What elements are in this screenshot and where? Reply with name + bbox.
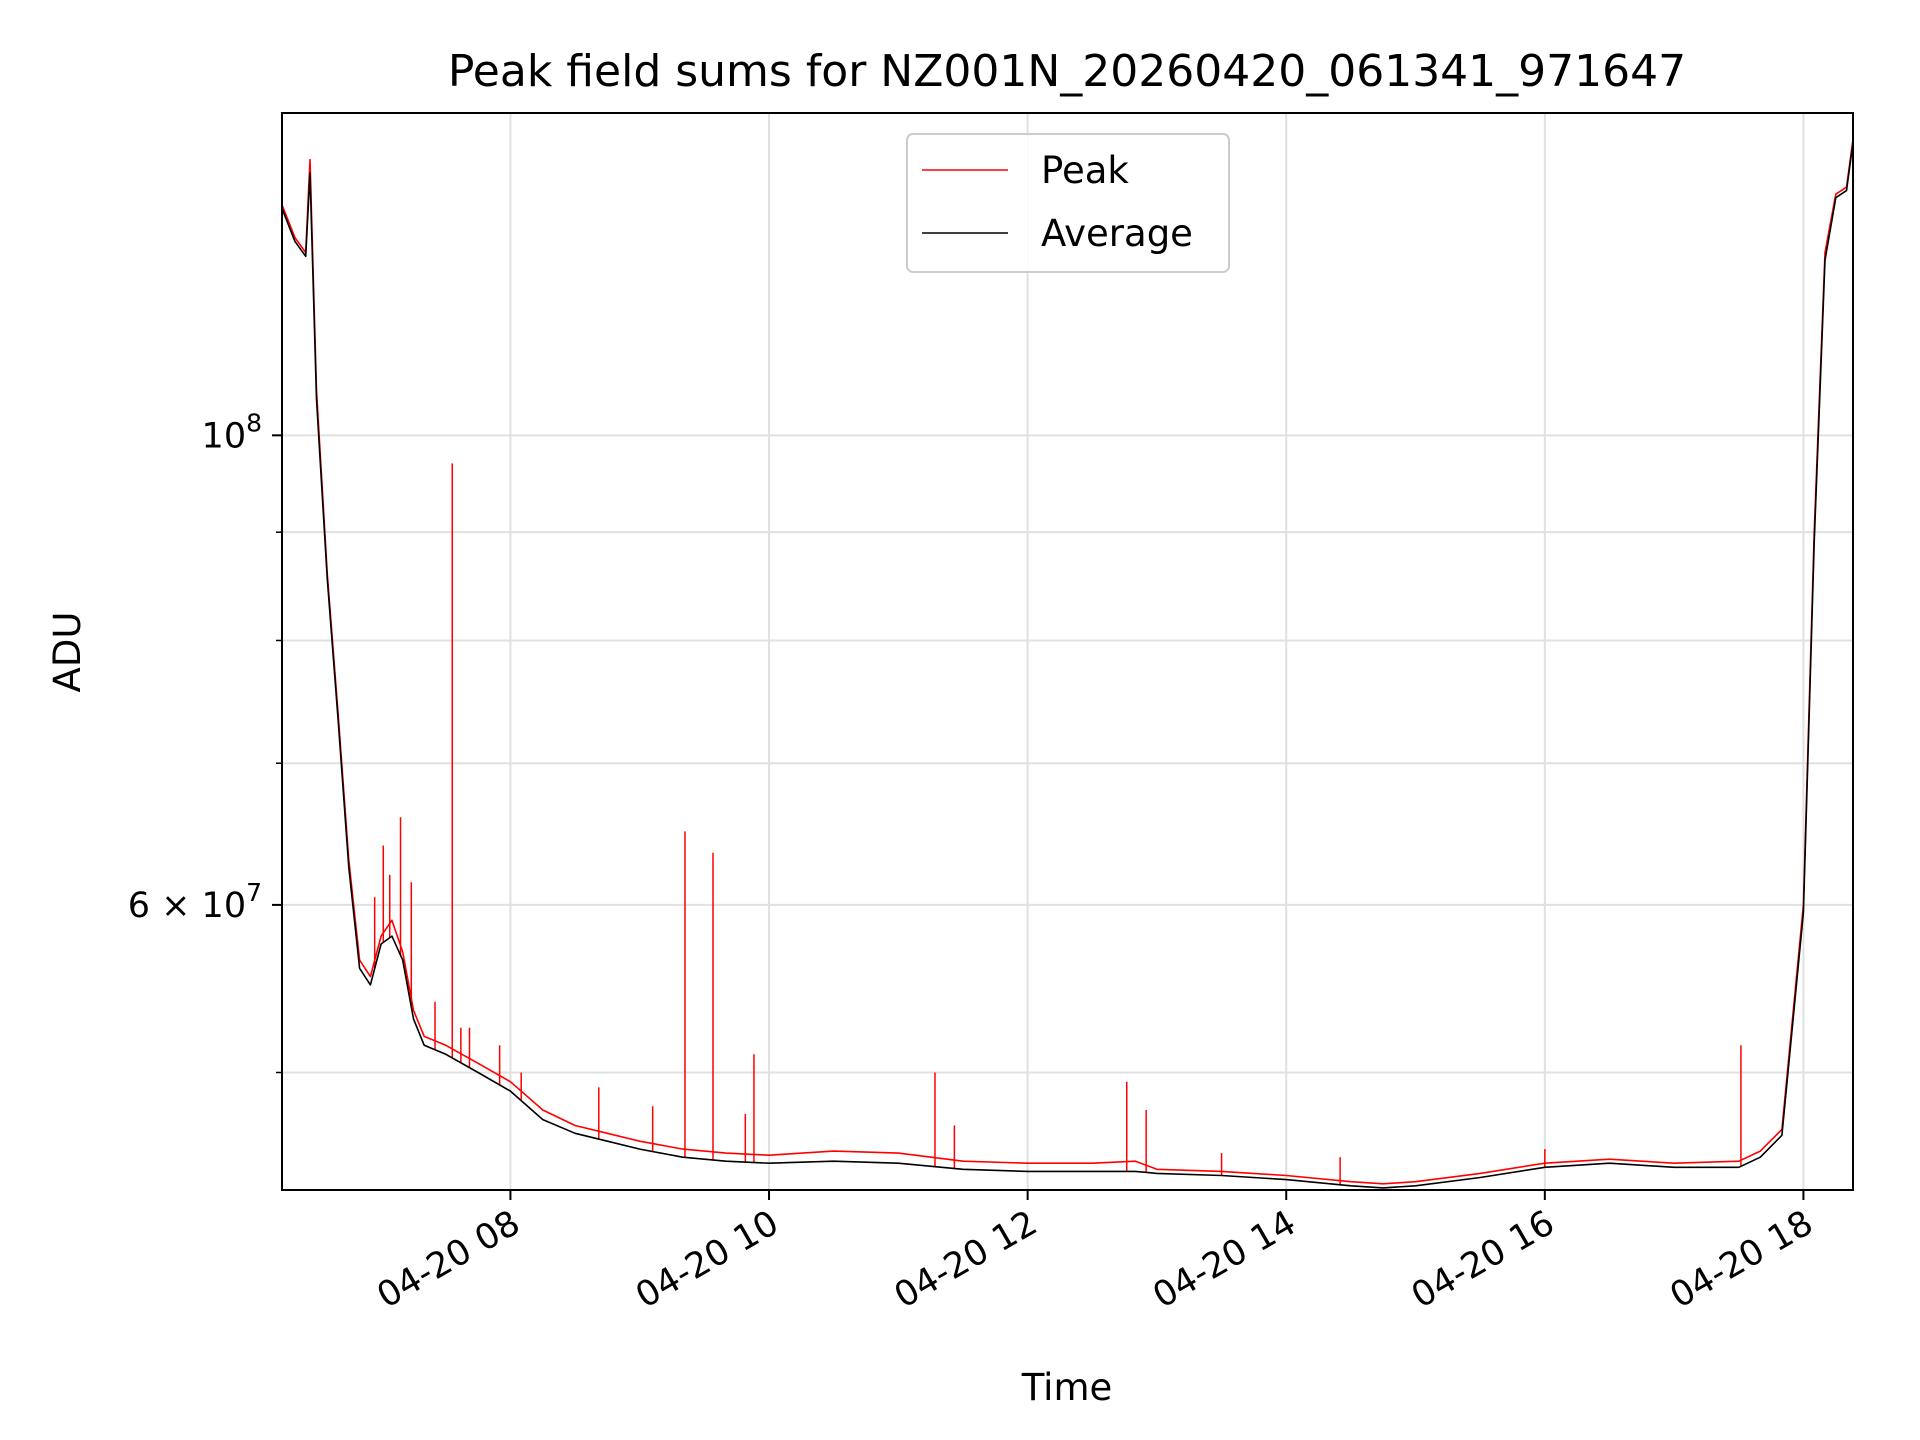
chart-title: Peak field sums for NZ001N_20260420_0613… [448, 46, 1686, 97]
y-tick-label: 6 × 107 [128, 878, 262, 926]
x-axis-title: Time [1021, 1366, 1113, 1409]
y-tick-exponent: 7 [246, 878, 262, 907]
y-axis-title: ADU [46, 612, 89, 693]
plot-frame [281, 112, 1854, 1191]
series-average-line [282, 142, 1853, 1189]
y-tick-base: 10 [202, 886, 247, 926]
grid [282, 113, 1853, 1190]
legend-label-peak: Peak [1041, 149, 1129, 192]
series-layer [282, 139, 1853, 1189]
y-tick-exponent: 8 [246, 408, 262, 437]
legend: Peak Average [906, 133, 1230, 273]
series-peak-line [282, 139, 1853, 1185]
legend-box [906, 133, 1230, 273]
legend-label-average: Average [1041, 212, 1193, 255]
y-tick-label: 108 [202, 408, 262, 456]
y-tick-base: 10 [202, 416, 247, 456]
y-tick-mantissa: 6 × [128, 886, 202, 926]
